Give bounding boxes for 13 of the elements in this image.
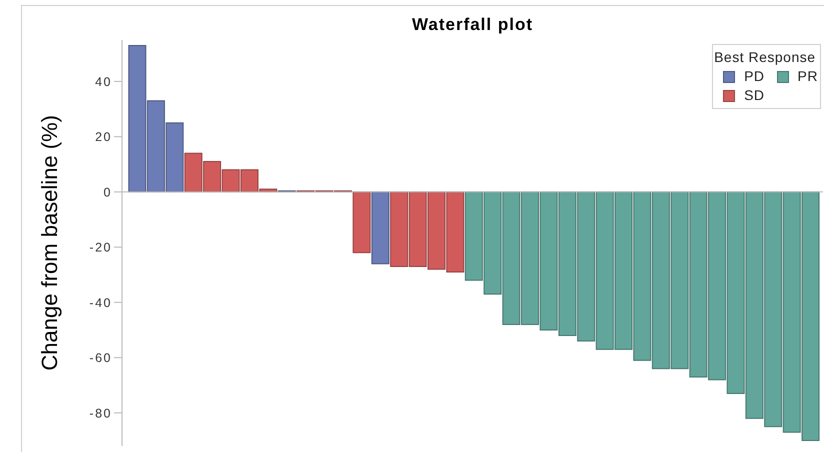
y-tick-label: 0 <box>104 185 112 200</box>
y-tick-label: -40 <box>89 296 112 310</box>
legend-label: PD <box>744 67 765 86</box>
chart-title: Waterfall plot <box>412 15 534 34</box>
legend-title: Best Response <box>714 49 816 65</box>
legend-label: PR <box>798 67 818 86</box>
y-tick-label: -20 <box>89 240 112 255</box>
y-tick-label: 40 <box>95 74 112 89</box>
y-tick-label: -80 <box>89 406 112 420</box>
y-axis-title: Change from baseline (%) <box>37 115 63 371</box>
legend-label: SD <box>744 86 765 105</box>
y-tick-label: -60 <box>89 351 112 366</box>
y-tick-label: 20 <box>95 130 112 144</box>
